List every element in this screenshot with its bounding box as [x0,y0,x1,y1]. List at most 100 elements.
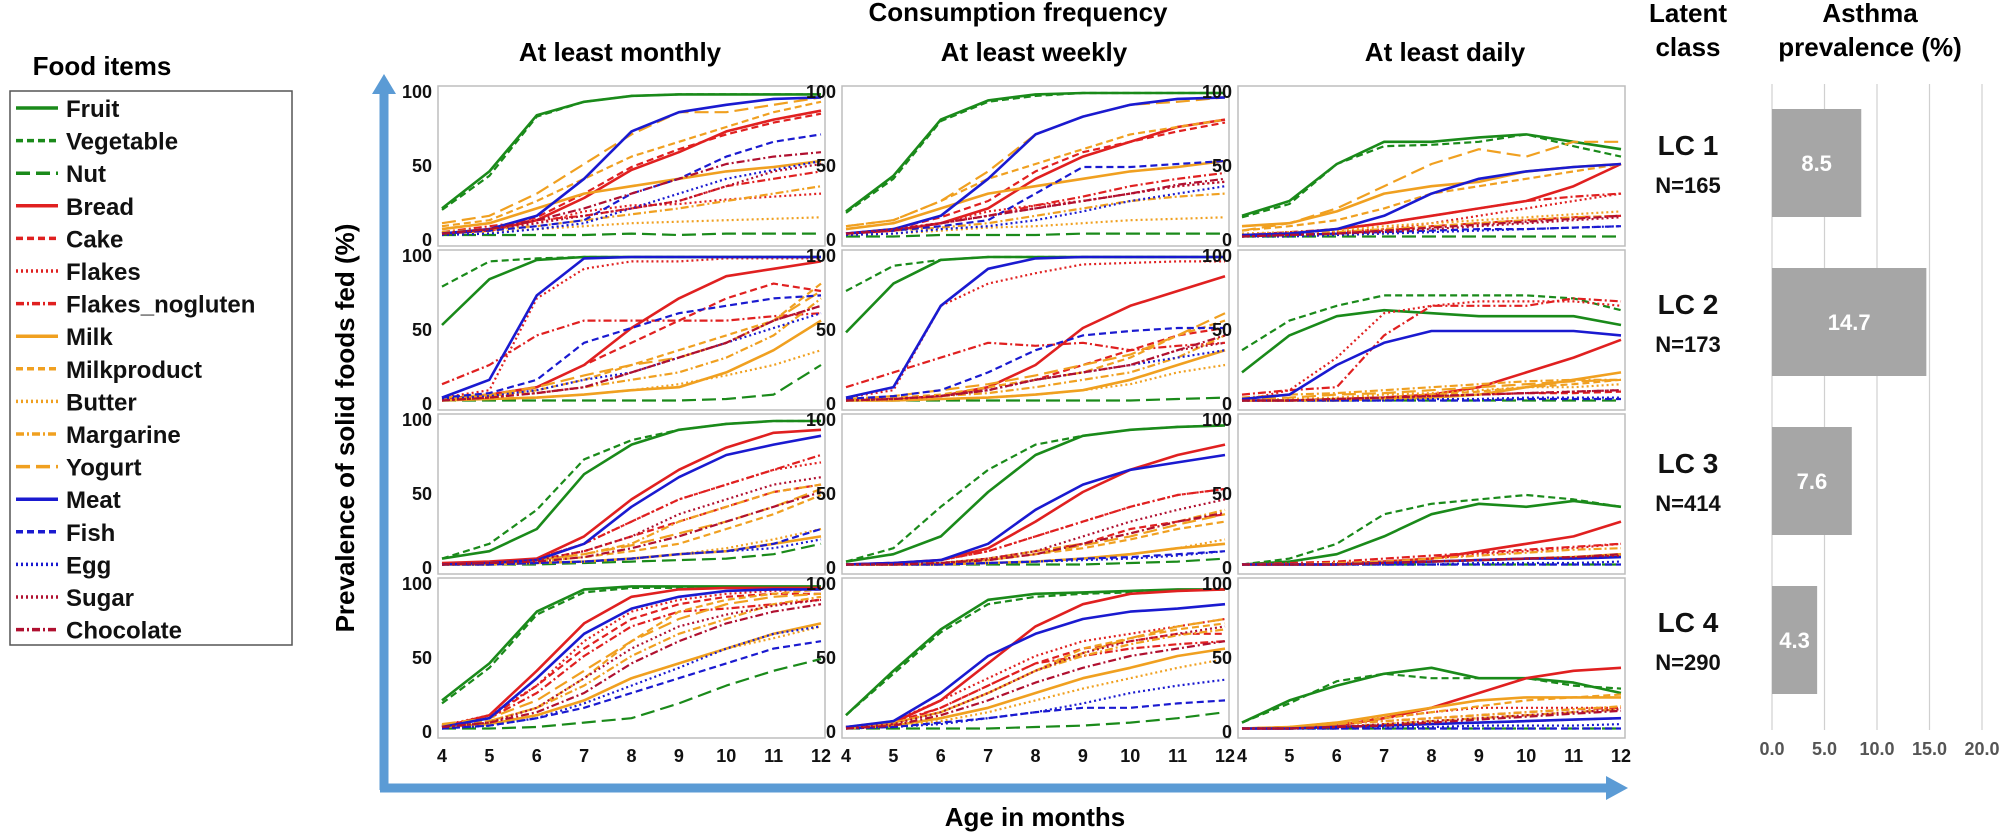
series-line-fish [846,550,1226,566]
panel-frame [437,577,826,739]
legend-label-flakes: Flakes [66,259,141,286]
legend-label-bread: Bread [66,194,134,221]
series-line-meat [441,255,821,399]
x-tick-label: 10 [1120,746,1140,766]
series-line-milk [845,159,1226,231]
series-line-yogurt [1241,140,1621,232]
y-tick-label: 50 [412,320,432,340]
series-line-fruit [1241,308,1622,374]
series-line-margarine [441,483,822,566]
asthma-title-line2: prevalence (%) [1778,32,1962,62]
asthma-x-tick-label: 0.0 [1759,739,1784,759]
series-line-milkproduct [1242,378,1622,402]
panel-r2-c1: 0 50 100 [402,246,826,414]
y-tick-label: 100 [1202,574,1232,594]
series-line-nut [846,711,1226,730]
series-line-flakes-nogluten [441,598,822,727]
legend-label-flakes-nogluten: Flakes_nogluten [66,292,255,319]
series-line-bread [441,586,821,729]
series-line-meat [441,588,821,729]
x-tick-label: 7 [1379,746,1389,766]
series-line-margarine [1242,547,1622,566]
series-line-bread [845,588,1226,729]
panel-r2-c2: 0 50 100 [806,246,1230,414]
series-line-margarine [441,595,822,727]
series-line-chocolate [1241,214,1622,238]
x-tick-label: 9 [1474,746,1484,766]
series-line-milk [1241,696,1621,730]
x-tick-label: 6 [936,746,946,766]
series-line-chocolate [845,334,1226,402]
legend-label-milkproduct: Milkproduct [66,357,202,384]
series-line-vegetable [1241,133,1622,219]
x-tick-label: 5 [1284,746,1294,766]
y-tick-label: 0 [1222,722,1232,742]
series-line-milkproduct [1241,693,1622,730]
asthma-x-tick-label: 5.0 [1812,739,1837,759]
x-tick-label: 6 [532,746,542,766]
chart-title: Consumption frequency [868,0,1168,27]
series-line-vegetable [441,419,821,560]
series-line-sugar [846,498,1226,566]
series-line-meat [1241,162,1622,237]
y-tick-label: 100 [1202,246,1232,266]
x-tick-label: 4 [437,746,447,766]
series-line-egg [1242,723,1622,730]
latent-class-title-line2: class [1655,32,1720,62]
y-tick-label: 100 [806,410,836,430]
series-line-margarine [441,297,822,401]
column-title-weekly: At least weekly [941,37,1128,67]
y-tick-label: 0 [1222,230,1232,250]
series-line-cake [441,282,822,401]
legend-box [9,90,293,646]
series-line-fish [442,527,822,566]
series-line-fish [1241,225,1622,238]
y-tick-label: 100 [806,574,836,594]
series-line-fruit [441,585,821,702]
series-line-butter [441,216,822,235]
series-line-milk [441,319,822,402]
series-line-cake [441,592,821,729]
series-line-nut [442,232,821,237]
panel-r1-c2: 0 50 100 [806,82,1230,250]
series-line-egg [1242,225,1622,238]
legend-label-meat: Meat [66,487,121,514]
asthma-bar-chart: 0.0 5.0 10.0 15.0 20.0 8.5 14.7 7.6 4.3 [1759,84,2000,759]
asthma-x-tick-label: 15.0 [1912,739,1947,759]
x-tick-label: 12 [1611,746,1631,766]
series-line-flakes-nogluten [1241,297,1622,396]
legend-label-fish: Fish [66,520,115,547]
x-tick-label: 8 [1030,746,1040,766]
x-tick-label: 6 [1332,746,1342,766]
panel-frame [437,249,826,411]
panels: 0501000501000501000501000501000501000501… [402,82,1631,766]
series-line-flakes-nogluten [845,171,1226,235]
series-line-flakes [441,588,822,727]
series-line-nut [442,364,822,402]
series-line-sugar [845,180,1226,235]
panel-r4-c1: 0 50 100 4 5 6 7 8 9 10 11 12 [402,574,831,766]
y-tick-label: 100 [402,410,432,430]
x-tick-label: 5 [484,746,494,766]
series-line-egg [845,185,1226,237]
x-tick-label: 8 [1426,746,1436,766]
x-axis-arrow-head [1606,776,1628,800]
asthma-bar [1772,586,1818,694]
series-line-margarine [845,628,1226,729]
series-line-chocolate [441,304,822,402]
asthma-bar-label: 4.3 [1779,628,1810,653]
legend-label-milk: Milk [66,324,113,351]
series-line-flakes [845,617,1226,729]
series-line-fish [1242,397,1621,402]
series-line-sugar [441,162,822,235]
series-line-egg [442,538,822,566]
series-line-cake [1241,214,1622,238]
series-line-sugar [1242,708,1622,730]
series-line-meat [1241,329,1622,401]
y-tick-label: 100 [1202,82,1232,102]
y-tick-label: 0 [1222,394,1232,414]
asthma-bar [1772,427,1852,535]
series-line-vegetable [845,424,1226,563]
y-tick-label: 0 [826,558,836,578]
series-line-milk [1242,371,1622,402]
